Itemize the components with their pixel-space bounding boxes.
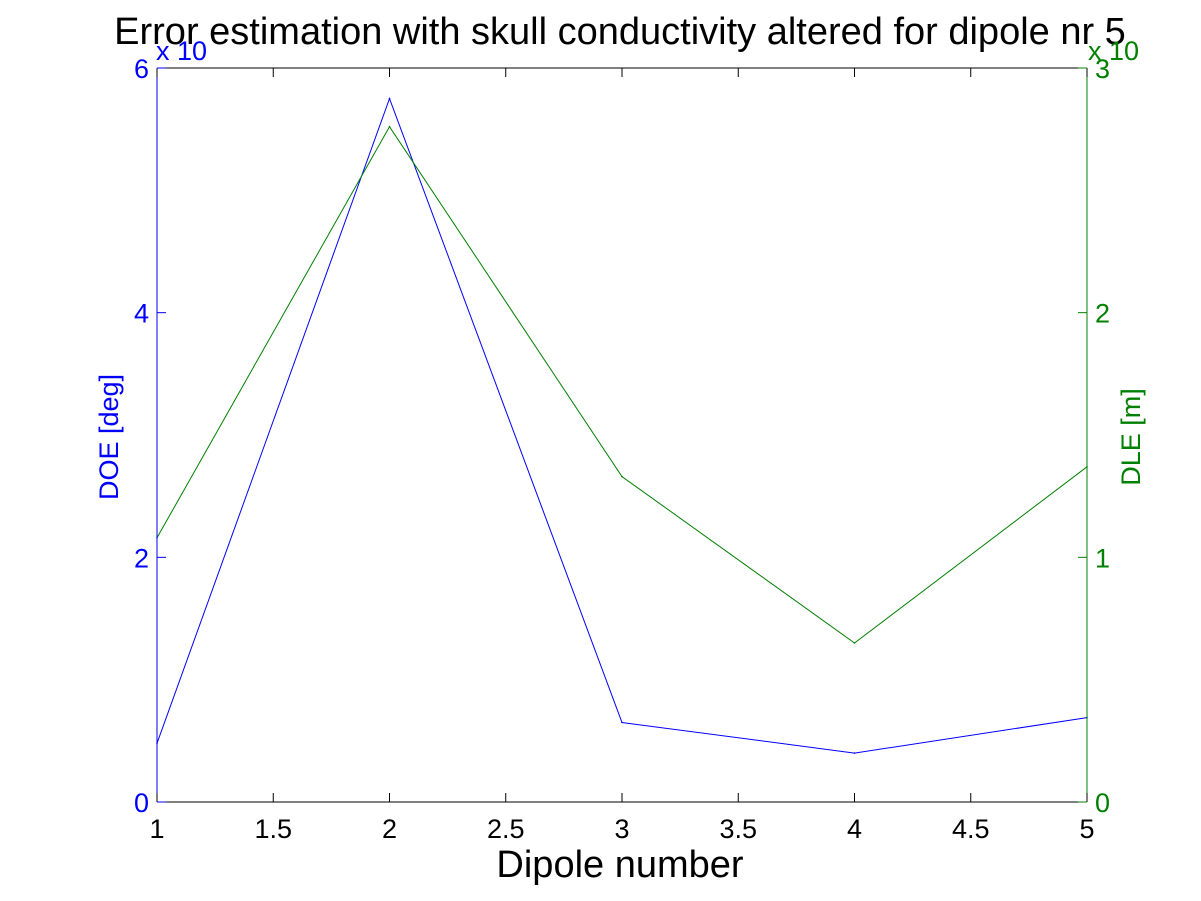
y-tick-label: 6 — [134, 54, 149, 84]
y2-ticks: 0 1 2 3 — [1078, 54, 1110, 818]
series-2-point — [388, 125, 391, 128]
x-tick-label: 2.5 — [487, 814, 525, 844]
series-1-point — [853, 752, 856, 754]
x-tick-label: 4 — [847, 814, 862, 844]
series-1-point — [388, 97, 391, 100]
x-axis-label: Dipole number — [496, 844, 743, 886]
chart-title: Error estimation with skull conductivity… — [114, 11, 1126, 53]
y-tick-label: 2 — [134, 543, 149, 573]
y2-tick-label: 0 — [1095, 788, 1110, 818]
y2-axis-label: DLE [m] — [1116, 388, 1146, 486]
y2-axis-exponent-label: x 10 — [1088, 36, 1139, 66]
plot-area — [157, 68, 1087, 802]
y2-tick-label: 2 — [1095, 299, 1110, 329]
y2-tick-label: 3 — [1095, 54, 1110, 84]
series-2-point — [621, 475, 623, 478]
y-axis-exponent: x 10 — [156, 36, 207, 66]
x-tick-label: 3.5 — [719, 814, 757, 844]
x-tick-label: 3 — [614, 814, 629, 844]
series-1-point — [621, 721, 623, 724]
y-ticks: 0 2 4 6 — [134, 54, 166, 818]
series-2-point — [853, 642, 856, 644]
x-tick-label: 2 — [382, 814, 397, 844]
y-tick-label: 4 — [134, 299, 149, 329]
y-axis-exponent-label: x 10 — [156, 36, 207, 66]
y2-axis-exponent: x 10 — [1088, 36, 1139, 66]
y-tick-label: 0 — [134, 788, 149, 818]
x-tick-label: 1.5 — [254, 814, 292, 844]
x-tick-label: 1 — [149, 814, 164, 844]
y2-tick-label: 1 — [1095, 543, 1110, 573]
x-tick-label: 4.5 — [952, 814, 990, 844]
x-ticks: 1 1.5 2 2.5 3 3.5 4 4.5 5 — [149, 68, 1095, 844]
x-tick-label: 5 — [1079, 814, 1094, 844]
y-axis-label: DOE [deg] — [94, 374, 124, 500]
